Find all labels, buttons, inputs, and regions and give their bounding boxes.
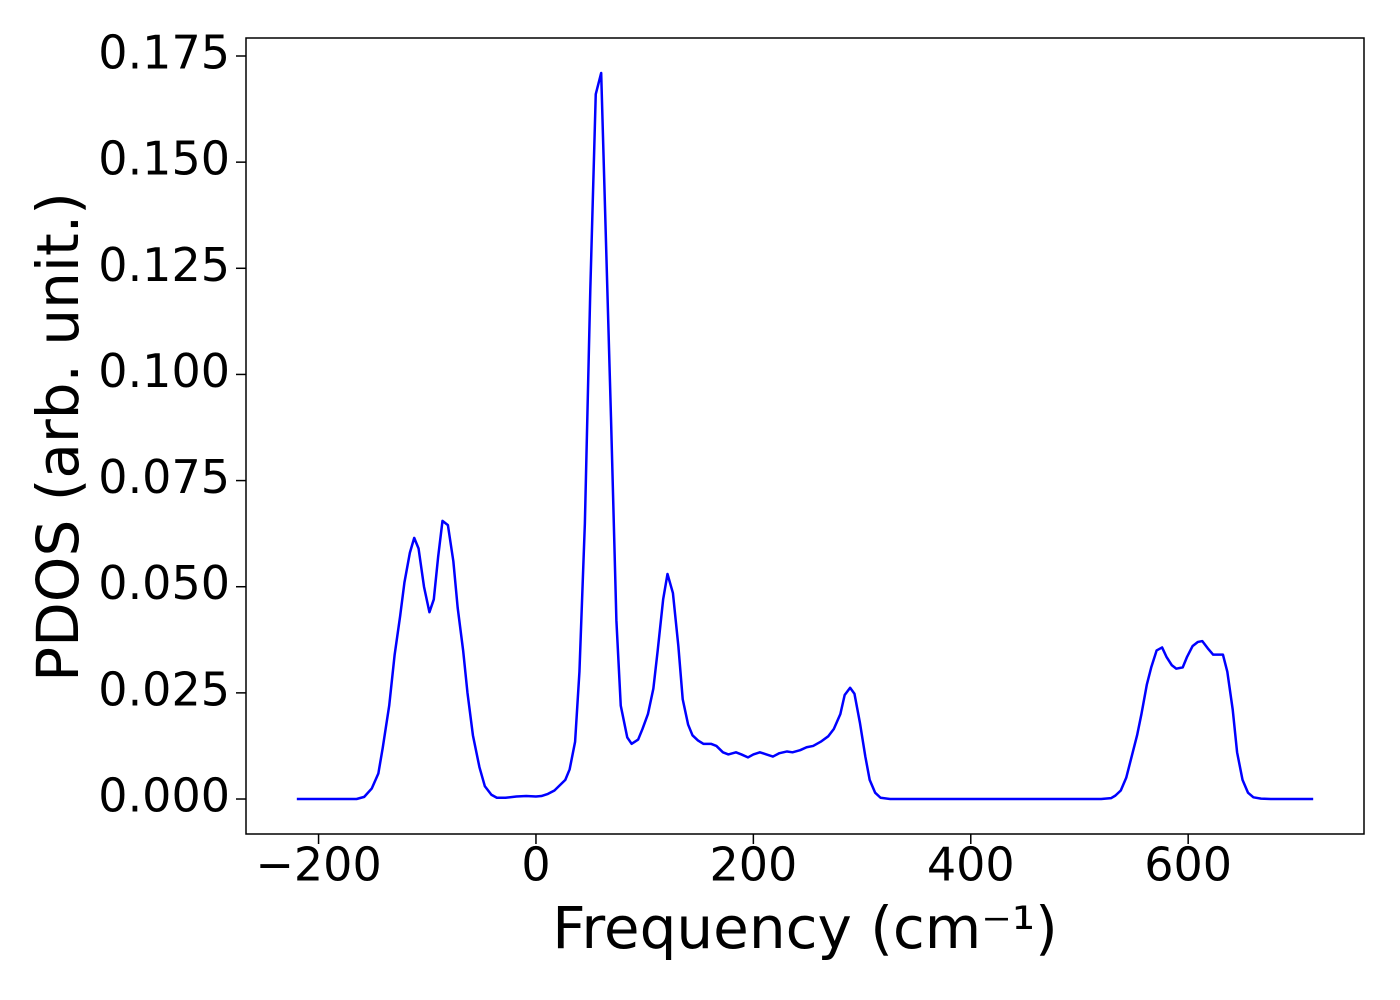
y-tick-label: 0.000 bbox=[98, 769, 230, 823]
y-tick-label: 0.125 bbox=[98, 238, 230, 292]
x-tick-label: −200 bbox=[255, 838, 381, 892]
x-tick-label: 400 bbox=[927, 838, 1015, 892]
y-tick-label: 0.025 bbox=[98, 662, 230, 716]
y-axis-label: PDOS (arb. unit.) bbox=[24, 192, 92, 682]
plot-frame bbox=[245, 37, 1365, 835]
x-tick-label: 200 bbox=[709, 838, 797, 892]
x-tick-label: 600 bbox=[1144, 838, 1232, 892]
y-tick-label: 0.050 bbox=[98, 556, 230, 610]
y-tick-label: 0.075 bbox=[98, 450, 230, 504]
x-tick-label: 0 bbox=[521, 838, 550, 892]
x-axis-label: Frequency (cm⁻¹) bbox=[552, 894, 1058, 962]
data-line bbox=[296, 71, 1314, 801]
y-tick-label: 0.175 bbox=[98, 26, 230, 80]
y-tick-label: 0.100 bbox=[98, 344, 230, 398]
y-tick-label: 0.150 bbox=[98, 132, 230, 186]
